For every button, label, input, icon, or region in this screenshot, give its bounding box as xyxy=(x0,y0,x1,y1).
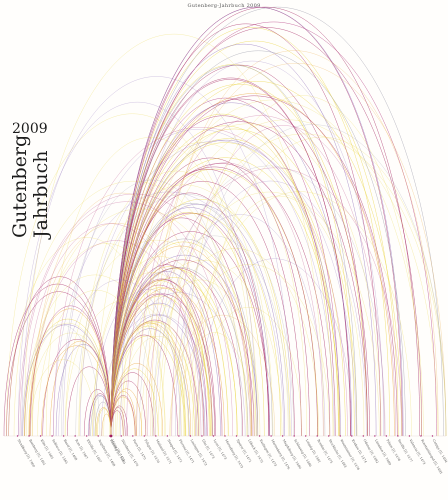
place-connection-arc xyxy=(152,248,319,437)
place-node xyxy=(51,435,53,437)
hub-connection-arc xyxy=(67,366,112,437)
place-node xyxy=(397,435,399,437)
hub-connection-arc xyxy=(110,6,403,437)
title-gutenberg: Gutenberg xyxy=(9,134,31,238)
place-node xyxy=(97,435,99,437)
place-node xyxy=(408,435,411,437)
place-node xyxy=(39,435,42,437)
place-node xyxy=(109,435,111,437)
place-node xyxy=(235,435,238,437)
place-node xyxy=(132,435,134,437)
place-node xyxy=(166,435,169,437)
place-node xyxy=(120,435,122,437)
place-node xyxy=(362,435,365,437)
place-node xyxy=(293,435,295,437)
running-head: Gutenberg-Jahrbuch 2009 xyxy=(187,3,261,9)
place-node xyxy=(28,435,30,437)
place-node xyxy=(178,435,180,437)
place-node xyxy=(143,435,146,437)
hub-connection-arc xyxy=(42,339,112,437)
place-node xyxy=(316,435,318,437)
arc-layer xyxy=(3,6,447,437)
hub-connection-arc xyxy=(110,328,190,437)
hub-connection-arc xyxy=(110,125,339,437)
hub-connection-arc xyxy=(3,284,112,437)
place-connection-arc xyxy=(135,119,438,437)
place-node xyxy=(16,435,19,437)
title-block: Gutenberg Jahrbuch xyxy=(9,134,52,238)
place-node xyxy=(62,435,65,437)
hub-connection-arc xyxy=(110,207,270,437)
place-node xyxy=(247,435,249,437)
place-node xyxy=(385,435,388,437)
hub-connection-arc xyxy=(110,293,205,437)
place-connection-arc xyxy=(179,124,447,437)
title-year: 2009 xyxy=(12,121,48,137)
place-node xyxy=(155,435,157,437)
place-node xyxy=(374,435,376,437)
place-node xyxy=(270,435,272,437)
place-connection-arc xyxy=(53,127,348,437)
hub-connection-arc xyxy=(110,279,216,437)
place-connection-arc xyxy=(122,100,424,437)
hub-connection-arc xyxy=(110,322,187,437)
hub-connection-arc xyxy=(110,212,270,437)
hub-connection-arc xyxy=(49,340,112,437)
hub-connection-arc xyxy=(110,6,404,437)
place-node xyxy=(339,435,341,437)
place-node xyxy=(201,435,203,437)
hub-connection-arc xyxy=(110,23,381,437)
title-jahrbuch: Jahrbuch xyxy=(30,150,52,238)
place-node xyxy=(74,435,76,437)
place-node xyxy=(351,435,353,437)
hub-connection-arc xyxy=(110,44,377,437)
place-connection-arc xyxy=(161,133,447,437)
baseline-layer xyxy=(4,434,446,438)
place-node xyxy=(212,435,215,437)
hub-connection-arc xyxy=(110,380,147,437)
place-connection-arc xyxy=(195,307,302,437)
hub-connection-arc xyxy=(110,302,208,437)
hub-connection-arc xyxy=(41,345,112,437)
place-connection-arc xyxy=(145,63,447,437)
hub-connection-arc xyxy=(110,213,281,437)
place-connection-arc xyxy=(183,95,422,437)
place-node xyxy=(420,435,422,437)
hub-connection-arc xyxy=(95,407,112,437)
place-node xyxy=(189,435,192,437)
place-node xyxy=(328,435,330,437)
place-connection-arc xyxy=(115,123,382,437)
place-node xyxy=(304,435,307,437)
hub-connection-arc xyxy=(110,322,192,437)
place-node xyxy=(224,435,226,437)
place-connection-arc xyxy=(23,33,325,437)
place-connection-arc xyxy=(155,214,326,437)
place-node xyxy=(431,435,434,437)
place-connection-arc xyxy=(28,333,115,437)
place-connection-arc xyxy=(24,223,196,437)
place-connection-arc xyxy=(21,76,292,437)
place-node xyxy=(281,435,284,437)
place-connection-arc xyxy=(29,223,204,437)
place-node xyxy=(258,435,261,437)
place-connection-arc xyxy=(120,60,384,437)
hub-node xyxy=(109,434,113,438)
place-connection-arc xyxy=(103,304,212,437)
hub-connection-arc xyxy=(22,324,112,437)
hub-connection-arc xyxy=(110,157,341,437)
hub-connection-arc xyxy=(110,203,273,437)
place-node xyxy=(85,435,88,437)
